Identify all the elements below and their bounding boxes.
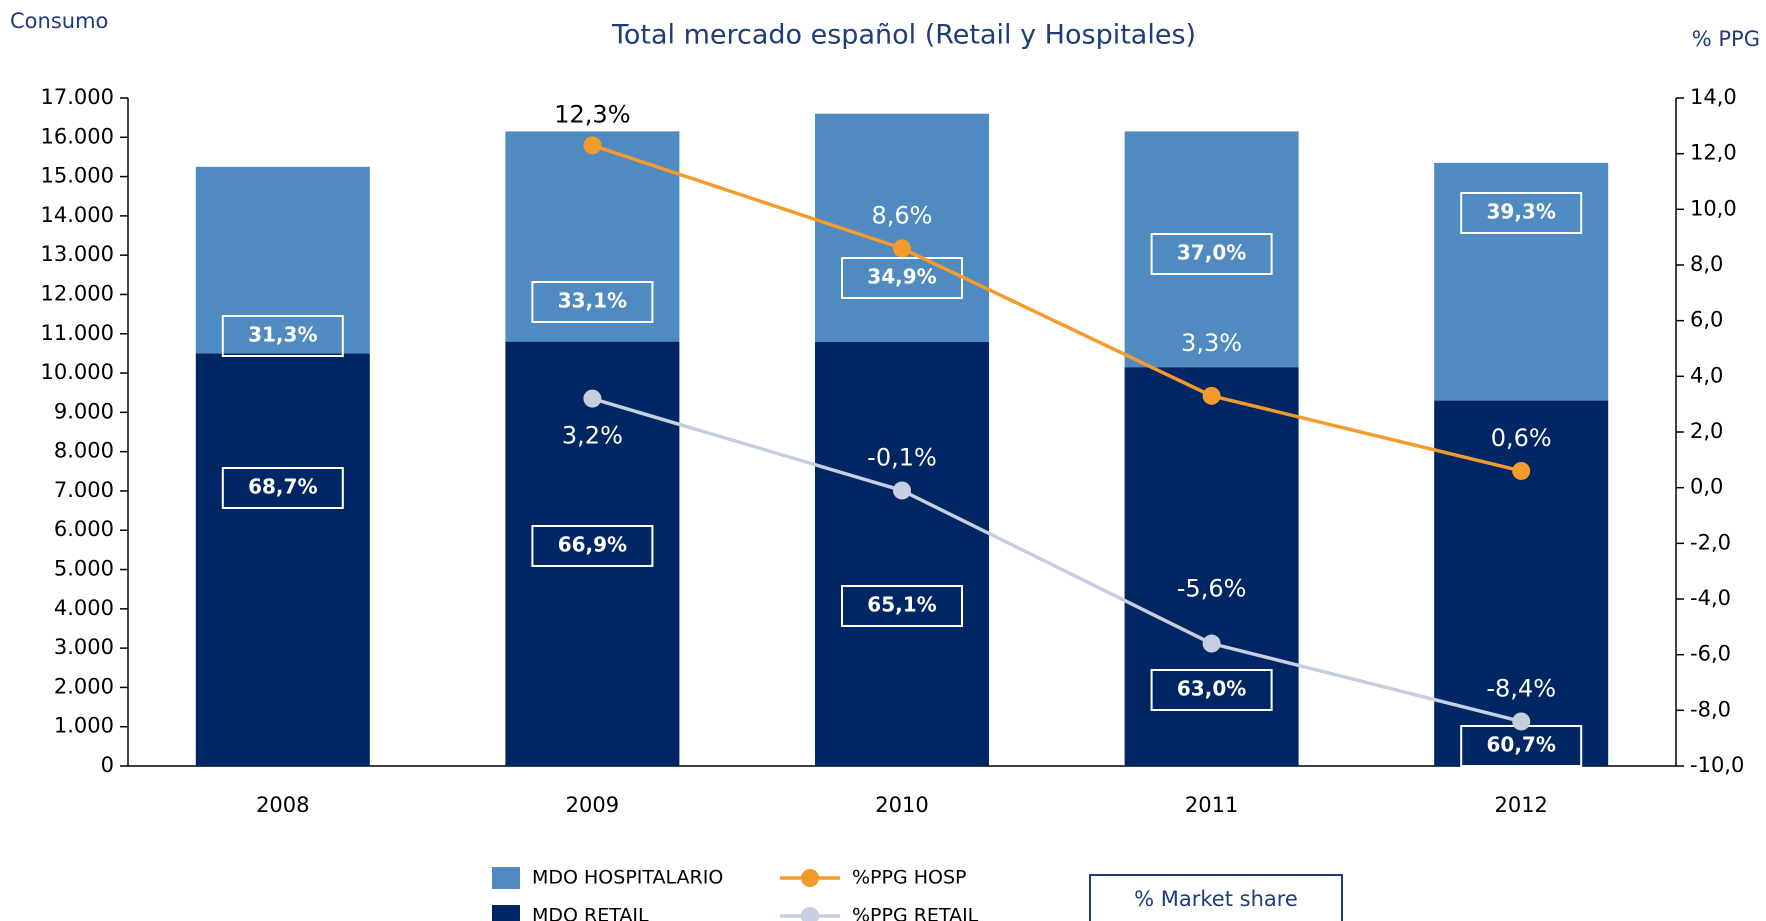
line bbox=[591, 396, 1522, 724]
bar bbox=[1124, 131, 1299, 368]
bar bbox=[505, 341, 680, 766]
legend-label: %PPG HOSP bbox=[852, 867, 967, 889]
data-label: 12,3% bbox=[554, 100, 630, 128]
y2-tick-label: 4,0 bbox=[1690, 363, 1723, 387]
share-label: 31,3% bbox=[248, 323, 317, 347]
x-tick-label: 2010 bbox=[875, 793, 928, 817]
share-legend: % Market share bbox=[1134, 887, 1298, 911]
y-tick-label: 14.000 bbox=[41, 203, 114, 227]
legend-label: %PPG RETAIL bbox=[852, 905, 979, 921]
share-label: 60,7% bbox=[1487, 733, 1556, 757]
y2-tick-label: -4,0 bbox=[1690, 586, 1731, 610]
y-tick-label: 13.000 bbox=[41, 242, 114, 266]
bar bbox=[195, 353, 370, 766]
line-point bbox=[893, 239, 911, 258]
line-point bbox=[1512, 461, 1531, 480]
y2-axis-label: % PPG bbox=[1692, 27, 1760, 51]
bar bbox=[1434, 162, 1609, 401]
line-point bbox=[583, 389, 602, 408]
share-box bbox=[221, 467, 344, 509]
y-tick-label: 9.000 bbox=[54, 399, 114, 423]
share-label: 39,3% bbox=[1487, 200, 1556, 224]
y-tick-label: 7.000 bbox=[54, 478, 114, 502]
y-tick-label: 2.000 bbox=[54, 674, 114, 698]
share-box bbox=[1150, 669, 1273, 711]
chart-title: Total mercado español (Retail y Hospital… bbox=[611, 20, 1196, 51]
y2-tick-label: 0,0 bbox=[1690, 475, 1723, 499]
share-box bbox=[1150, 233, 1273, 275]
line-point bbox=[1512, 712, 1531, 731]
y2-tick-label: -8,0 bbox=[1690, 697, 1731, 721]
y2-tick-label: 12,0 bbox=[1690, 141, 1737, 165]
y2-tick-label: 14,0 bbox=[1690, 85, 1737, 109]
x-tick-label: 2008 bbox=[256, 793, 309, 817]
y-tick-label: 1.000 bbox=[54, 714, 114, 738]
x-tick-label: 2011 bbox=[1185, 793, 1238, 817]
y2-tick-label: -2,0 bbox=[1690, 530, 1731, 554]
x-tick-label: 2009 bbox=[566, 793, 619, 817]
legend-label: MDO HOSPITALARIO bbox=[532, 867, 723, 889]
line-point bbox=[1202, 386, 1221, 405]
y2-tick-label: -10,0 bbox=[1690, 753, 1744, 777]
share-label: 37,0% bbox=[1177, 241, 1246, 265]
data-label: 3,3% bbox=[1181, 329, 1242, 357]
share-box bbox=[531, 525, 654, 567]
y-tick-label: 17.000 bbox=[41, 85, 114, 109]
data-label: -0,1% bbox=[867, 443, 937, 471]
line-point bbox=[893, 481, 911, 500]
share-label: 33,1% bbox=[558, 289, 627, 313]
share-box bbox=[221, 315, 344, 357]
bar bbox=[195, 166, 370, 354]
legend-swatch bbox=[492, 905, 520, 921]
y-tick-label: 6.000 bbox=[54, 517, 114, 541]
legend-label: MDO RETAIL bbox=[532, 905, 649, 921]
bar bbox=[815, 342, 989, 766]
data-label: -5,6% bbox=[1177, 575, 1247, 603]
y-axis-label: Consumo bbox=[10, 9, 108, 33]
y-tick-label: 0 bbox=[101, 753, 114, 777]
line-point bbox=[1202, 634, 1221, 653]
line bbox=[591, 143, 1522, 473]
share-label: 34,9% bbox=[867, 265, 936, 289]
y-tick-label: 16.000 bbox=[41, 124, 114, 148]
line-point bbox=[583, 136, 602, 155]
legend-marker bbox=[801, 869, 819, 887]
y-tick-label: 3.000 bbox=[54, 635, 114, 659]
y-tick-label: 4.000 bbox=[54, 596, 114, 620]
bar bbox=[1124, 367, 1299, 766]
y2-tick-label: 10,0 bbox=[1690, 196, 1737, 220]
share-label: 65,1% bbox=[867, 593, 936, 617]
share-box bbox=[1460, 192, 1583, 234]
x-tick-label: 2012 bbox=[1494, 793, 1547, 817]
y2-tick-label: -6,0 bbox=[1690, 642, 1731, 666]
legend-swatch bbox=[492, 867, 520, 889]
data-label: 3,2% bbox=[562, 422, 623, 450]
data-label: 0,6% bbox=[1491, 424, 1552, 452]
y-tick-label: 10.000 bbox=[41, 360, 114, 384]
share-label: 66,9% bbox=[558, 533, 627, 557]
share-legend-box bbox=[1089, 874, 1343, 921]
data-label: 8,6% bbox=[872, 201, 933, 229]
share-box bbox=[841, 585, 963, 627]
share-label: 63,0% bbox=[1177, 677, 1246, 701]
share-box bbox=[531, 281, 654, 323]
y-tick-label: 12.000 bbox=[41, 281, 114, 305]
y-tick-label: 11.000 bbox=[41, 321, 114, 345]
y2-tick-label: 6,0 bbox=[1690, 308, 1723, 332]
y2-tick-label: 8,0 bbox=[1690, 252, 1723, 276]
y-tick-label: 15.000 bbox=[41, 164, 114, 188]
y-tick-label: 5.000 bbox=[54, 557, 114, 581]
y2-tick-label: 2,0 bbox=[1690, 419, 1723, 443]
share-label: 68,7% bbox=[248, 475, 317, 499]
data-label: -8,4% bbox=[1486, 674, 1556, 702]
y-tick-label: 8.000 bbox=[54, 439, 114, 463]
legend-marker bbox=[801, 907, 819, 921]
